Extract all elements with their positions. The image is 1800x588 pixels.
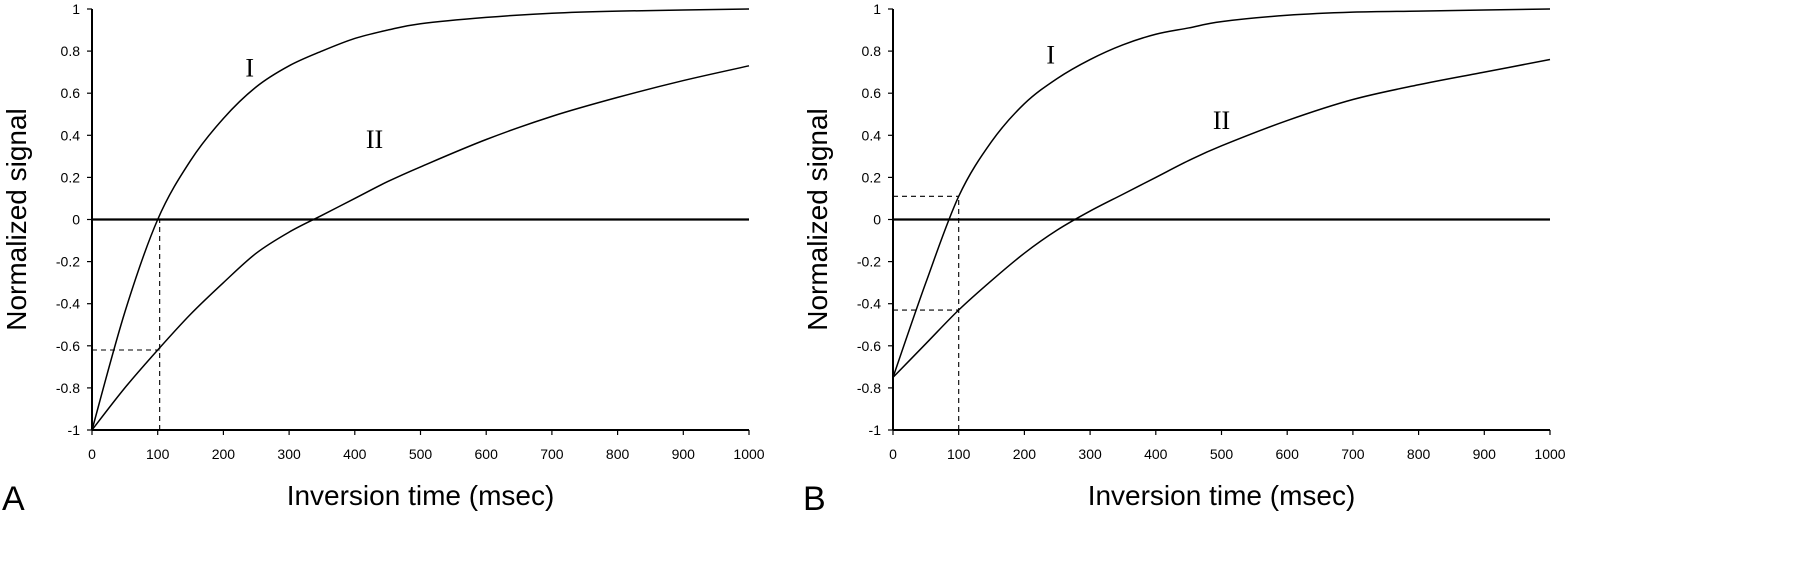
- x-tick-label: 700: [540, 446, 564, 462]
- y-tick-label: -1: [68, 422, 81, 438]
- x-tick-label: 900: [1473, 446, 1497, 462]
- x-axis-title: Inversion time (msec): [1088, 480, 1356, 511]
- x-tick-label: 800: [1407, 446, 1431, 462]
- series-label-ii: II: [1213, 106, 1230, 135]
- x-tick-label: 0: [889, 446, 897, 462]
- series-line-ii: [91, 65, 750, 431]
- y-axis-title: Normalized signal: [802, 108, 833, 331]
- series-line-ii: [892, 58, 1551, 378]
- y-tick-label: 0.4: [862, 127, 882, 143]
- x-tick-label: 700: [1341, 446, 1365, 462]
- series-label-i: I: [1046, 41, 1055, 70]
- y-tick-label: -0.6: [857, 338, 881, 354]
- x-tick-label: 200: [1013, 446, 1037, 462]
- y-tick-label: -1: [869, 422, 882, 438]
- y-tick-label: 0.4: [61, 127, 81, 143]
- x-tick-label: 600: [475, 446, 499, 462]
- y-tick-label: 0.2: [61, 169, 81, 185]
- x-tick-label: 100: [146, 446, 170, 462]
- series-label-ii: II: [366, 125, 383, 154]
- y-tick-label: 0.6: [61, 85, 81, 101]
- y-tick-label: -0.4: [56, 296, 80, 312]
- x-tick-label: 0: [88, 446, 96, 462]
- x-tick-label: 800: [606, 446, 630, 462]
- x-tick-label: 400: [1144, 446, 1168, 462]
- y-tick-label: 0: [873, 212, 881, 228]
- x-tick-label: 1000: [1534, 446, 1565, 462]
- x-tick-label: 1000: [733, 446, 764, 462]
- x-axis-title: Inversion time (msec): [287, 480, 555, 511]
- y-tick-label: -0.8: [56, 380, 80, 396]
- y-tick-label: 1: [873, 1, 881, 17]
- y-tick-label: 0.8: [61, 43, 81, 59]
- y-tick-label: -0.4: [857, 296, 881, 312]
- panel-b: 1 0.8 0.6 0.4 0.2 0 -0.2 -0.4 -0.6 -0.8 -1 0 100 200 3…: [802, 1, 1566, 518]
- y-tick-label: 0.2: [862, 169, 882, 185]
- x-tick-label: 600: [1276, 446, 1300, 462]
- x-tick-label: 900: [672, 446, 696, 462]
- x-tick-label: 500: [409, 446, 433, 462]
- panel-letter: A: [2, 480, 25, 518]
- y-tick-label: 0.6: [862, 85, 882, 101]
- x-tick-label: 400: [343, 446, 367, 462]
- y-axis-title: Normalized signal: [1, 108, 32, 331]
- x-tick-label: 100: [947, 446, 971, 462]
- series-line-i: [892, 8, 1551, 378]
- y-tick-label: -0.8: [857, 380, 881, 396]
- y-tick-label: -0.2: [857, 254, 881, 270]
- panel-a: 1 0.8 0.6 0.4 0.2 0 -0.2 -0.4 -0.6 -0.8 -1 0 100 200 3…: [1, 1, 765, 518]
- y-tick-label: -0.2: [56, 254, 80, 270]
- x-tick-label: 300: [1078, 446, 1102, 462]
- x-tick-label: 200: [212, 446, 236, 462]
- x-tick-label: 300: [277, 446, 301, 462]
- y-tick-label: -0.6: [56, 338, 80, 354]
- x-tick-label: 500: [1210, 446, 1234, 462]
- series-label-i: I: [245, 53, 254, 82]
- y-tick-label: 0.8: [862, 43, 882, 59]
- panel-letter: B: [803, 480, 826, 518]
- y-tick-label: 0: [72, 212, 80, 228]
- y-tick-label: 1: [72, 1, 80, 17]
